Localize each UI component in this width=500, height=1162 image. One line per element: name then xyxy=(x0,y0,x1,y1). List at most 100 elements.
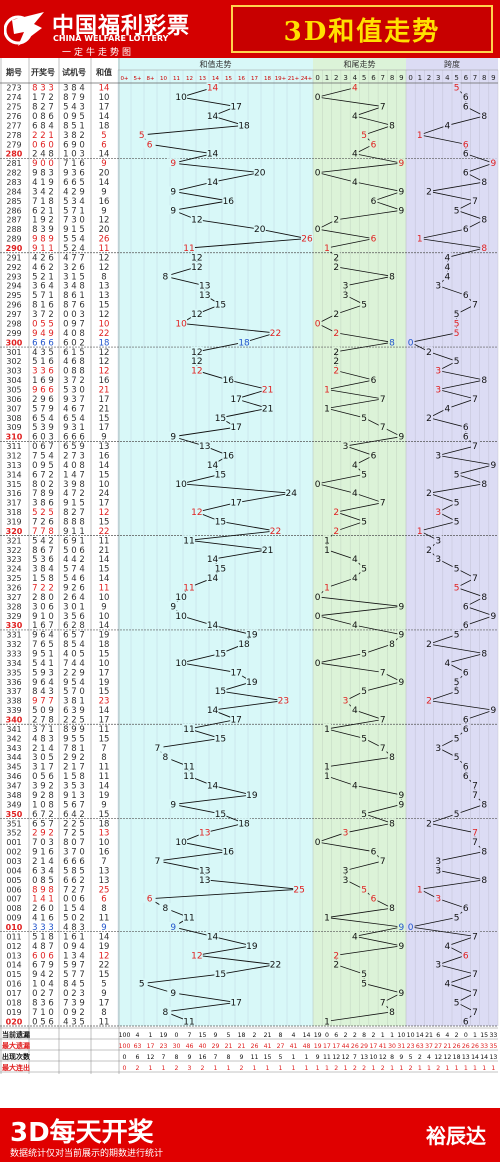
test-number-cell: 4 0 8 xyxy=(63,329,85,339)
sum-cell: 14 xyxy=(99,461,110,471)
span-point-bg xyxy=(434,280,443,290)
draw-number-cell: 9 0 0 xyxy=(32,159,54,169)
period-cell: 333 xyxy=(6,650,21,659)
footer-note: 数据统计仅对当前展示的期数进行统计 xyxy=(10,1149,164,1159)
span-point-bg xyxy=(452,205,461,215)
test-number-cell: 7 8 1 xyxy=(63,744,85,754)
period-cell: 279 xyxy=(6,140,21,149)
stats-cell: 63 xyxy=(134,1043,142,1050)
span-point-bg xyxy=(434,384,443,394)
sum-cell: 11 xyxy=(99,584,110,594)
span-point-bg xyxy=(480,846,489,856)
tail-point-bg xyxy=(332,525,341,535)
test-number-cell: 0 0 6 xyxy=(63,895,85,905)
tail-trend-point: 0 xyxy=(315,169,321,179)
draw-number-cell: 7 2 6 xyxy=(32,517,54,527)
draw-number-cell: 8 0 2 xyxy=(32,480,54,490)
stats-cell: 9 xyxy=(399,1054,403,1061)
draw-number-cell: 3 8 6 xyxy=(32,499,54,509)
draw-number-cell: 7 1 8 xyxy=(32,197,54,207)
tail-point-bg xyxy=(332,507,341,517)
span-point-bg xyxy=(425,186,433,196)
sum-point-bg xyxy=(167,799,180,809)
test-number-cell: 6 5 7 xyxy=(63,631,85,641)
stats-cell: 4 xyxy=(136,1032,140,1039)
tail-header-label: 4 xyxy=(353,74,358,82)
tail-point-bg xyxy=(322,771,331,781)
span-point-bg xyxy=(452,676,461,686)
sum-trend-point: 15 xyxy=(215,810,226,820)
period-cell: 297 xyxy=(6,310,21,319)
sum-point-bg xyxy=(253,224,266,234)
sum-cell: 15 xyxy=(99,970,110,980)
period-cell: 329 xyxy=(6,612,21,621)
sum-trend-point: 16 xyxy=(223,451,235,461)
span-point-bg xyxy=(480,375,489,385)
sum-point-bg xyxy=(182,243,195,253)
stats-cell: 44 xyxy=(342,1043,350,1050)
sum-cell: 18 xyxy=(99,819,110,829)
tail-trend-point: 2 xyxy=(333,310,339,320)
sum-point-bg xyxy=(159,752,172,762)
stats-cell: 41 xyxy=(379,1043,387,1050)
draw-number-cell: 9 6 4 xyxy=(32,678,54,688)
span-point-bg xyxy=(452,997,461,1007)
period-cell: 278 xyxy=(6,131,21,140)
span-header-label: 9 xyxy=(491,74,495,82)
tail-point-bg xyxy=(360,648,369,658)
span-point-bg xyxy=(443,978,452,988)
stats-cell: 29 xyxy=(360,1043,368,1050)
sum-cell: 10 xyxy=(99,480,110,490)
brand-slogan: 一定牛走势图 xyxy=(62,48,135,58)
sum-trend-point: 14 xyxy=(207,706,219,716)
draw-number-cell: 5 9 3 xyxy=(32,668,54,678)
sum-trend-point: 20 xyxy=(254,169,266,179)
draw-number-cell: 2 9 2 xyxy=(32,829,54,839)
stats-cell: 1 xyxy=(162,1065,166,1072)
span-point-bg xyxy=(434,742,443,752)
sum-point-bg xyxy=(222,195,235,205)
sum-trend-point: 21 xyxy=(262,385,273,395)
sum-point-bg xyxy=(190,507,203,517)
sum-cell: 11 xyxy=(99,725,110,735)
stats-cell: 14 xyxy=(303,1032,311,1039)
span-trend-point: 8 xyxy=(481,650,487,660)
test-number-cell: 4 2 9 xyxy=(63,187,85,197)
period-cell: 005 xyxy=(6,876,21,885)
sum-trend-point: 7 xyxy=(155,744,161,754)
stats-cell: 10 xyxy=(397,1032,405,1039)
stats-cell: 63 xyxy=(416,1043,424,1050)
tail-trend-point: 1 xyxy=(324,546,330,556)
period-cell: 310 xyxy=(6,433,23,442)
span-trend-point: 6 xyxy=(463,716,469,726)
stats-cell: 1 xyxy=(399,1065,403,1072)
period-cell: 019 xyxy=(6,1008,21,1017)
stats-cell: 14 xyxy=(416,1032,424,1039)
tail-point-bg xyxy=(313,837,322,847)
tail-trend-point: 4 xyxy=(352,574,358,584)
tail-trend-point: 1 xyxy=(324,244,330,254)
draw-number-cell: 2 2 1 xyxy=(32,131,54,141)
stats-cell: 1 xyxy=(344,1065,348,1072)
tail-point-bg xyxy=(360,129,369,139)
tail-trend-point: 7 xyxy=(380,668,386,678)
sum-cell: 14 xyxy=(99,112,110,122)
sum-cell: 14 xyxy=(99,782,110,792)
tail-header-label: 3 xyxy=(343,74,347,82)
draw-number-cell: 8 2 7 xyxy=(32,103,54,113)
draw-number-cell: 6 0 3 xyxy=(32,433,54,443)
span-point-bg xyxy=(489,158,498,168)
span-header-label: 4 xyxy=(445,74,450,82)
period-cell: 275 xyxy=(6,103,21,112)
test-number-cell: 5 0 2 xyxy=(63,914,85,924)
tail-point-bg xyxy=(313,92,322,102)
tail-trend-point: 0 xyxy=(315,659,321,669)
test-number-cell: 4 6 7 xyxy=(63,404,85,414)
tail-trend-point: 1 xyxy=(324,763,330,773)
tail-trend-point: 1 xyxy=(324,725,330,735)
tail-point-bg xyxy=(388,818,397,828)
period-cell: 011 xyxy=(6,932,21,941)
sum-header-label: 16 xyxy=(238,76,245,82)
column-header: 试机号 xyxy=(62,67,86,77)
tail-trend-point: 4 xyxy=(352,932,358,942)
